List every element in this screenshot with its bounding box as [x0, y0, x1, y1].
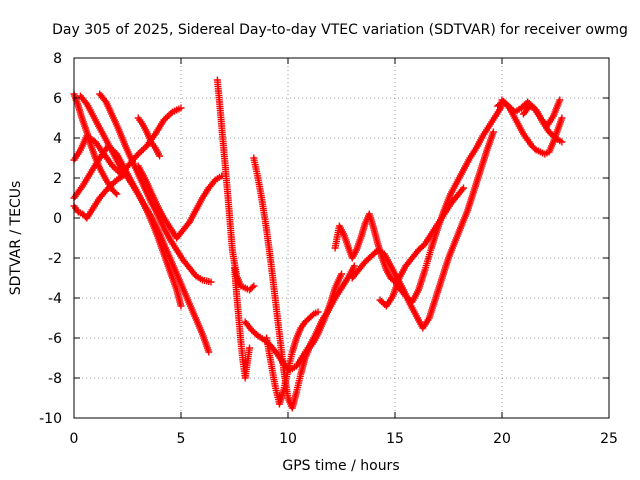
x-tick-label: 10	[279, 431, 297, 447]
y-tick-label: -2	[48, 251, 62, 267]
series-markers	[519, 102, 566, 146]
x-tick-label: 25	[600, 431, 618, 447]
series-markers	[96, 90, 215, 286]
data-series	[70, 76, 566, 412]
y-tick-label: 8	[53, 51, 62, 67]
series-markers	[134, 114, 164, 160]
series-markers	[213, 76, 258, 294]
y-tick-label: 2	[53, 171, 62, 187]
y-tick-label: 6	[53, 91, 62, 107]
chart-title: Day 305 of 2025, Sidereal Day-to-day VTE…	[52, 22, 628, 38]
y-tick-label: -10	[39, 411, 62, 427]
series-track-p	[376, 184, 467, 310]
series-track-r	[498, 96, 564, 130]
y-tick-label: -6	[48, 331, 62, 347]
series-track-i	[213, 76, 258, 294]
series-track-l	[241, 262, 358, 374]
y-tick-label: -4	[48, 291, 62, 307]
y-axis-title: SDTVAR / TECUs	[8, 181, 24, 296]
series-track-m	[263, 308, 322, 408]
series-track-g	[134, 162, 226, 242]
grid	[74, 58, 609, 418]
x-axis-title: GPS time / hours	[282, 458, 399, 474]
series-track-b	[70, 104, 185, 178]
x-tick-label: 0	[70, 431, 79, 447]
plot-frame	[73, 57, 610, 419]
series-track-s	[519, 102, 566, 146]
series-track-j	[231, 264, 253, 382]
series-track-h	[134, 114, 164, 160]
y-tick-label: 4	[53, 131, 62, 147]
series-markers	[70, 104, 185, 178]
series-track-f	[96, 90, 215, 286]
y-tick-label: -8	[48, 371, 62, 387]
series-track-k	[250, 154, 345, 412]
series-markers	[231, 264, 253, 382]
axis-ticks: 0 5 10 15 20 25 -10 -8 -6 -4 -2 0 2 4 6 8	[39, 51, 618, 447]
series-markers	[134, 162, 226, 242]
series-markers	[263, 308, 322, 408]
series-markers	[241, 262, 358, 374]
x-tick-label: 5	[177, 431, 186, 447]
series-markers	[250, 154, 345, 412]
series-markers	[376, 184, 467, 310]
y-tick-label: 0	[53, 211, 62, 227]
series-track-e	[76, 92, 185, 310]
series-markers	[76, 92, 185, 310]
series-markers	[498, 96, 564, 130]
x-tick-label: 15	[386, 431, 404, 447]
x-tick-label: 20	[493, 431, 511, 447]
